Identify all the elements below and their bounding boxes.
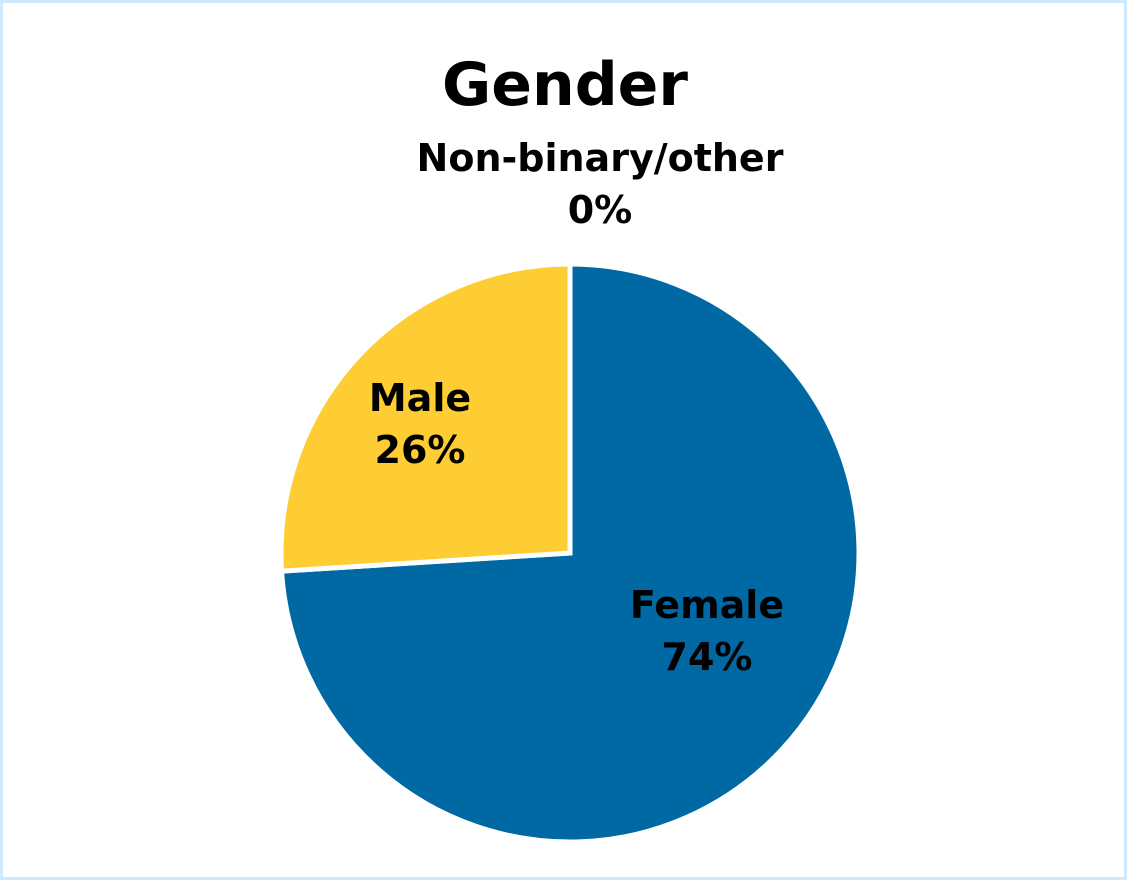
pie-slice-male: [278, 261, 573, 574]
chart-title: Gender: [442, 50, 688, 120]
slice-label: Non-binary/other: [417, 136, 784, 180]
slice-label: Male: [369, 376, 471, 420]
slice-value-label: 26%: [375, 428, 466, 472]
slice-label: Female: [630, 583, 784, 627]
slice-value-label: 74%: [662, 635, 753, 679]
pie-chart: Gender Female 74% Male 26% Non-binary/other 0…: [278, 50, 862, 845]
slice-value-label: 0%: [568, 188, 633, 232]
